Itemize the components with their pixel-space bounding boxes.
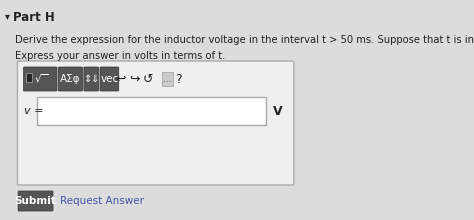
Text: AΣφ: AΣφ — [60, 74, 81, 84]
Text: ▾: ▾ — [5, 11, 10, 21]
Text: Express your answer in volts in terms of t.: Express your answer in volts in terms of… — [15, 51, 225, 61]
FancyBboxPatch shape — [163, 72, 173, 86]
Text: ↪: ↪ — [129, 73, 139, 86]
FancyBboxPatch shape — [100, 67, 119, 91]
Text: Submit: Submit — [15, 196, 56, 206]
FancyBboxPatch shape — [18, 61, 294, 185]
Text: V: V — [273, 104, 283, 117]
FancyBboxPatch shape — [26, 73, 32, 82]
Text: Request Answer: Request Answer — [60, 196, 145, 206]
Text: Derive the expression for the inductor voltage in the interval t > 50 ms. Suppos: Derive the expression for the inductor v… — [15, 35, 474, 45]
Text: Part H: Part H — [13, 11, 55, 24]
Text: $\sqrt{\ }$: $\sqrt{\ }$ — [34, 73, 49, 85]
Text: ?: ? — [175, 73, 182, 86]
Text: vec: vec — [100, 74, 118, 84]
FancyBboxPatch shape — [18, 191, 53, 211]
Text: ↺: ↺ — [142, 73, 153, 86]
FancyBboxPatch shape — [24, 67, 57, 91]
FancyBboxPatch shape — [84, 67, 99, 91]
Text: …: … — [164, 75, 172, 84]
Text: ⇕⇓: ⇕⇓ — [83, 74, 100, 84]
Text: ↩: ↩ — [116, 73, 126, 86]
FancyBboxPatch shape — [58, 67, 82, 91]
FancyBboxPatch shape — [37, 97, 266, 125]
Text: v =: v = — [24, 106, 44, 116]
